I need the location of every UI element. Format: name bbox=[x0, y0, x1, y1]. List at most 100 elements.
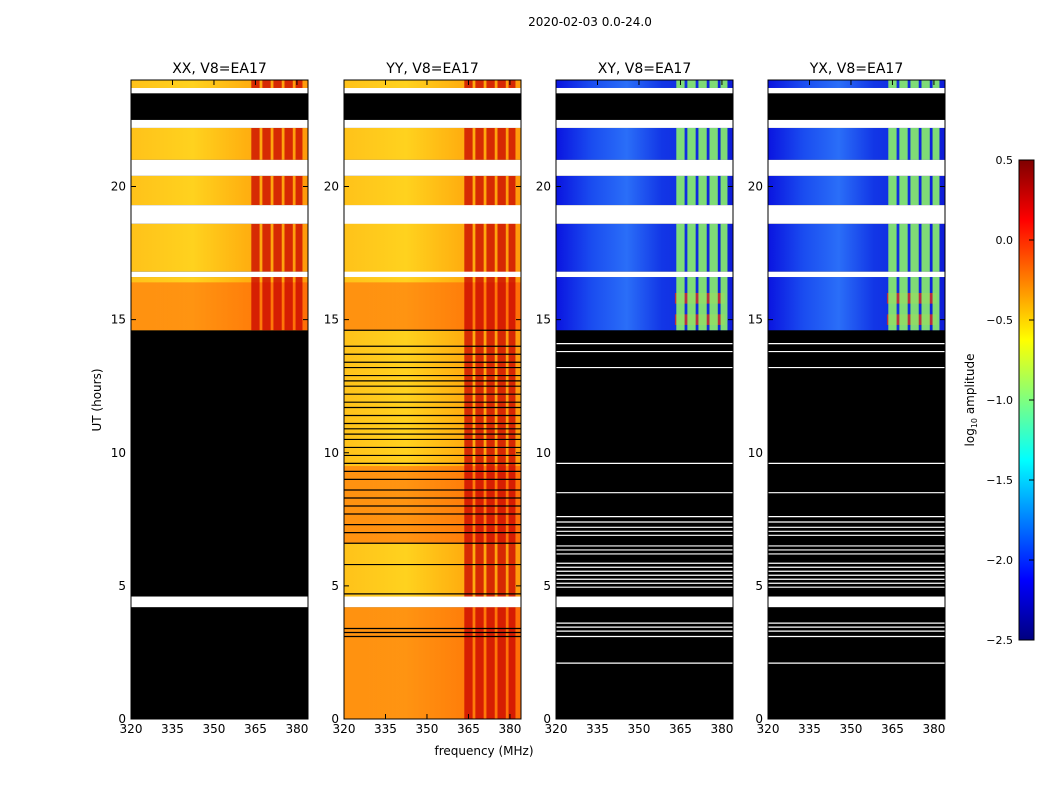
y-tick-label: 15 bbox=[536, 313, 551, 327]
rfi-column bbox=[295, 80, 303, 88]
rfi-column bbox=[497, 607, 506, 719]
rfi-column bbox=[475, 205, 484, 597]
rfi-column bbox=[284, 175, 293, 206]
rfi-column bbox=[888, 175, 897, 206]
gap-band bbox=[344, 159, 521, 176]
rfi-column bbox=[698, 127, 707, 160]
rfi-column bbox=[698, 80, 707, 88]
rfi-column bbox=[720, 277, 728, 331]
panel-frame bbox=[767, 79, 946, 720]
flag-band bbox=[768, 596, 945, 608]
rfi-column bbox=[273, 223, 282, 272]
rfi-column bbox=[497, 80, 506, 88]
gap-band bbox=[556, 205, 733, 224]
y-tick-label: 5 bbox=[755, 579, 763, 593]
data-block bbox=[556, 80, 733, 88]
panel-frame bbox=[343, 79, 522, 720]
rfi-column bbox=[676, 175, 685, 206]
data-block bbox=[768, 80, 945, 88]
rfi-column bbox=[251, 127, 260, 160]
y-tick-label: 5 bbox=[543, 579, 551, 593]
rfi-column bbox=[284, 277, 293, 331]
gap-band bbox=[344, 205, 521, 224]
x-tick-label: 320 bbox=[120, 722, 143, 736]
rfi-column bbox=[687, 277, 696, 331]
rfi-column bbox=[687, 80, 696, 88]
x-tick-label: 380 bbox=[285, 722, 308, 736]
data-block bbox=[131, 80, 308, 88]
rfi-column bbox=[273, 127, 282, 160]
rfi-column bbox=[273, 80, 282, 88]
rfi-column bbox=[720, 80, 728, 88]
panel-4: YX, V8=EA17 320 335 350 365 380 0 5 10 15 20 bbox=[748, 61, 946, 736]
flagged-block bbox=[131, 93, 308, 120]
rfi-column bbox=[921, 80, 930, 88]
rfi-column bbox=[464, 205, 473, 597]
x-tick-label: 365 bbox=[881, 722, 904, 736]
rfi-column bbox=[910, 223, 919, 272]
rfi-column bbox=[284, 80, 293, 88]
colorbar-tick-label: −1.0 bbox=[986, 394, 1013, 407]
rfi-column bbox=[475, 80, 484, 88]
rfi-column bbox=[698, 277, 707, 331]
rfi-column bbox=[709, 175, 718, 206]
flagged-block bbox=[344, 93, 521, 120]
y-tick-label: 0 bbox=[118, 712, 126, 726]
rfi-column bbox=[888, 127, 897, 160]
colorbar-tick-label: −2.0 bbox=[986, 554, 1013, 567]
panel-frame bbox=[130, 79, 309, 720]
y-tick-label: 10 bbox=[324, 446, 339, 460]
colorbar-tick-label: 0.0 bbox=[996, 234, 1014, 247]
y-tick-label: 20 bbox=[111, 180, 126, 194]
rfi-column bbox=[486, 607, 495, 719]
rfi-column bbox=[486, 205, 495, 597]
panel-title: XX, V8=EA17 bbox=[172, 61, 267, 77]
rfi-column bbox=[475, 607, 484, 719]
panel-title: YY, V8=EA17 bbox=[385, 61, 478, 77]
rfi-column bbox=[295, 175, 303, 206]
rfi-column bbox=[709, 80, 718, 88]
y-tick-label: 10 bbox=[111, 446, 126, 460]
y-tick-label: 15 bbox=[111, 313, 126, 327]
figure-suptitle: 2020-02-03 0.0-24.0 bbox=[528, 15, 652, 29]
x-tick-label: 365 bbox=[244, 722, 267, 736]
rfi-column bbox=[888, 223, 897, 272]
rfi-column bbox=[676, 223, 685, 272]
y-tick-label: 15 bbox=[324, 313, 339, 327]
gap-band bbox=[556, 271, 733, 278]
rfi-column bbox=[921, 277, 930, 331]
rfi-column bbox=[899, 127, 908, 160]
x-tick-label: 380 bbox=[922, 722, 945, 736]
colorbar-tick-label: −2.5 bbox=[986, 634, 1013, 647]
rfi-column bbox=[921, 175, 930, 206]
x-tick-label: 380 bbox=[498, 722, 521, 736]
y-tick-label: 15 bbox=[748, 313, 763, 327]
y-tick-label: 20 bbox=[748, 180, 763, 194]
panel-2: YY, V8=EA17 320 335 350 365 380 0 5 10 15 20 bbox=[324, 61, 522, 736]
y-tick-label: 10 bbox=[536, 446, 551, 460]
gap-band bbox=[768, 205, 945, 224]
rfi-column bbox=[295, 277, 303, 331]
x-tick-label: 320 bbox=[333, 722, 356, 736]
rfi-column bbox=[676, 127, 685, 160]
rfi-column bbox=[262, 175, 271, 206]
rfi-column bbox=[921, 127, 930, 160]
rfi-column bbox=[262, 277, 271, 331]
panel-1: XX, V8=EA17 320 335 350 365 380 0 5 10 15 20 bbox=[111, 61, 309, 736]
rfi-column bbox=[475, 127, 484, 160]
rfi-column bbox=[508, 80, 516, 88]
rfi-column bbox=[899, 223, 908, 272]
rfi-column bbox=[698, 175, 707, 206]
rfi-column bbox=[932, 175, 940, 206]
rfi-column bbox=[464, 607, 473, 719]
colorbar-label: log10 amplitude bbox=[963, 354, 979, 447]
rfi-column bbox=[910, 127, 919, 160]
x-tick-label: 320 bbox=[545, 722, 568, 736]
panel-3: XY, V8=EA17 320 335 350 365 380 0 5 10 15 20 bbox=[536, 61, 734, 736]
y-tick-label: 10 bbox=[748, 446, 763, 460]
rfi-column bbox=[687, 223, 696, 272]
rfi-column bbox=[295, 223, 303, 272]
panel-frame bbox=[555, 79, 734, 720]
panel-title: YX, V8=EA17 bbox=[809, 61, 904, 77]
